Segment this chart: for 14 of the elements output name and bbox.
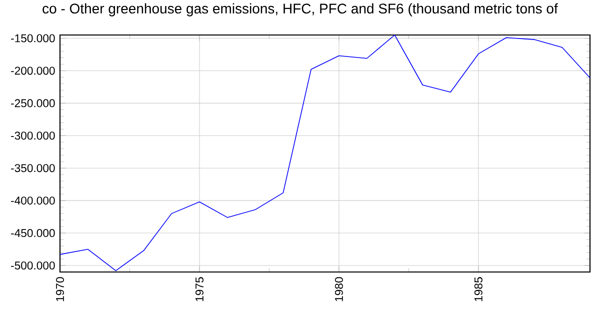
y-tick-label: -400.000 bbox=[11, 196, 55, 205]
y-tick-label: -150.000 bbox=[11, 34, 55, 42]
y-tick-label: -300.000 bbox=[11, 132, 55, 140]
y-tick-label: -450.000 bbox=[11, 229, 55, 238]
x-tick-label: 1975 bbox=[195, 277, 204, 302]
x-tick-label: 1980 bbox=[334, 277, 343, 302]
y-tick-label: -200.000 bbox=[11, 66, 55, 75]
y-tick-label: -250.000 bbox=[11, 99, 55, 108]
x-tick-label: 1970 bbox=[56, 277, 64, 302]
x-tick-label: 1985 bbox=[474, 277, 482, 302]
line-series bbox=[60, 35, 590, 272]
y-tick-label: -500.000 bbox=[11, 262, 55, 270]
y-tick-label: -350.000 bbox=[11, 164, 55, 172]
chart-title: co - Other greenhouse gas emissions, HFC, PFC and SF6 (thousand metric tons of bbox=[42, 3, 558, 16]
